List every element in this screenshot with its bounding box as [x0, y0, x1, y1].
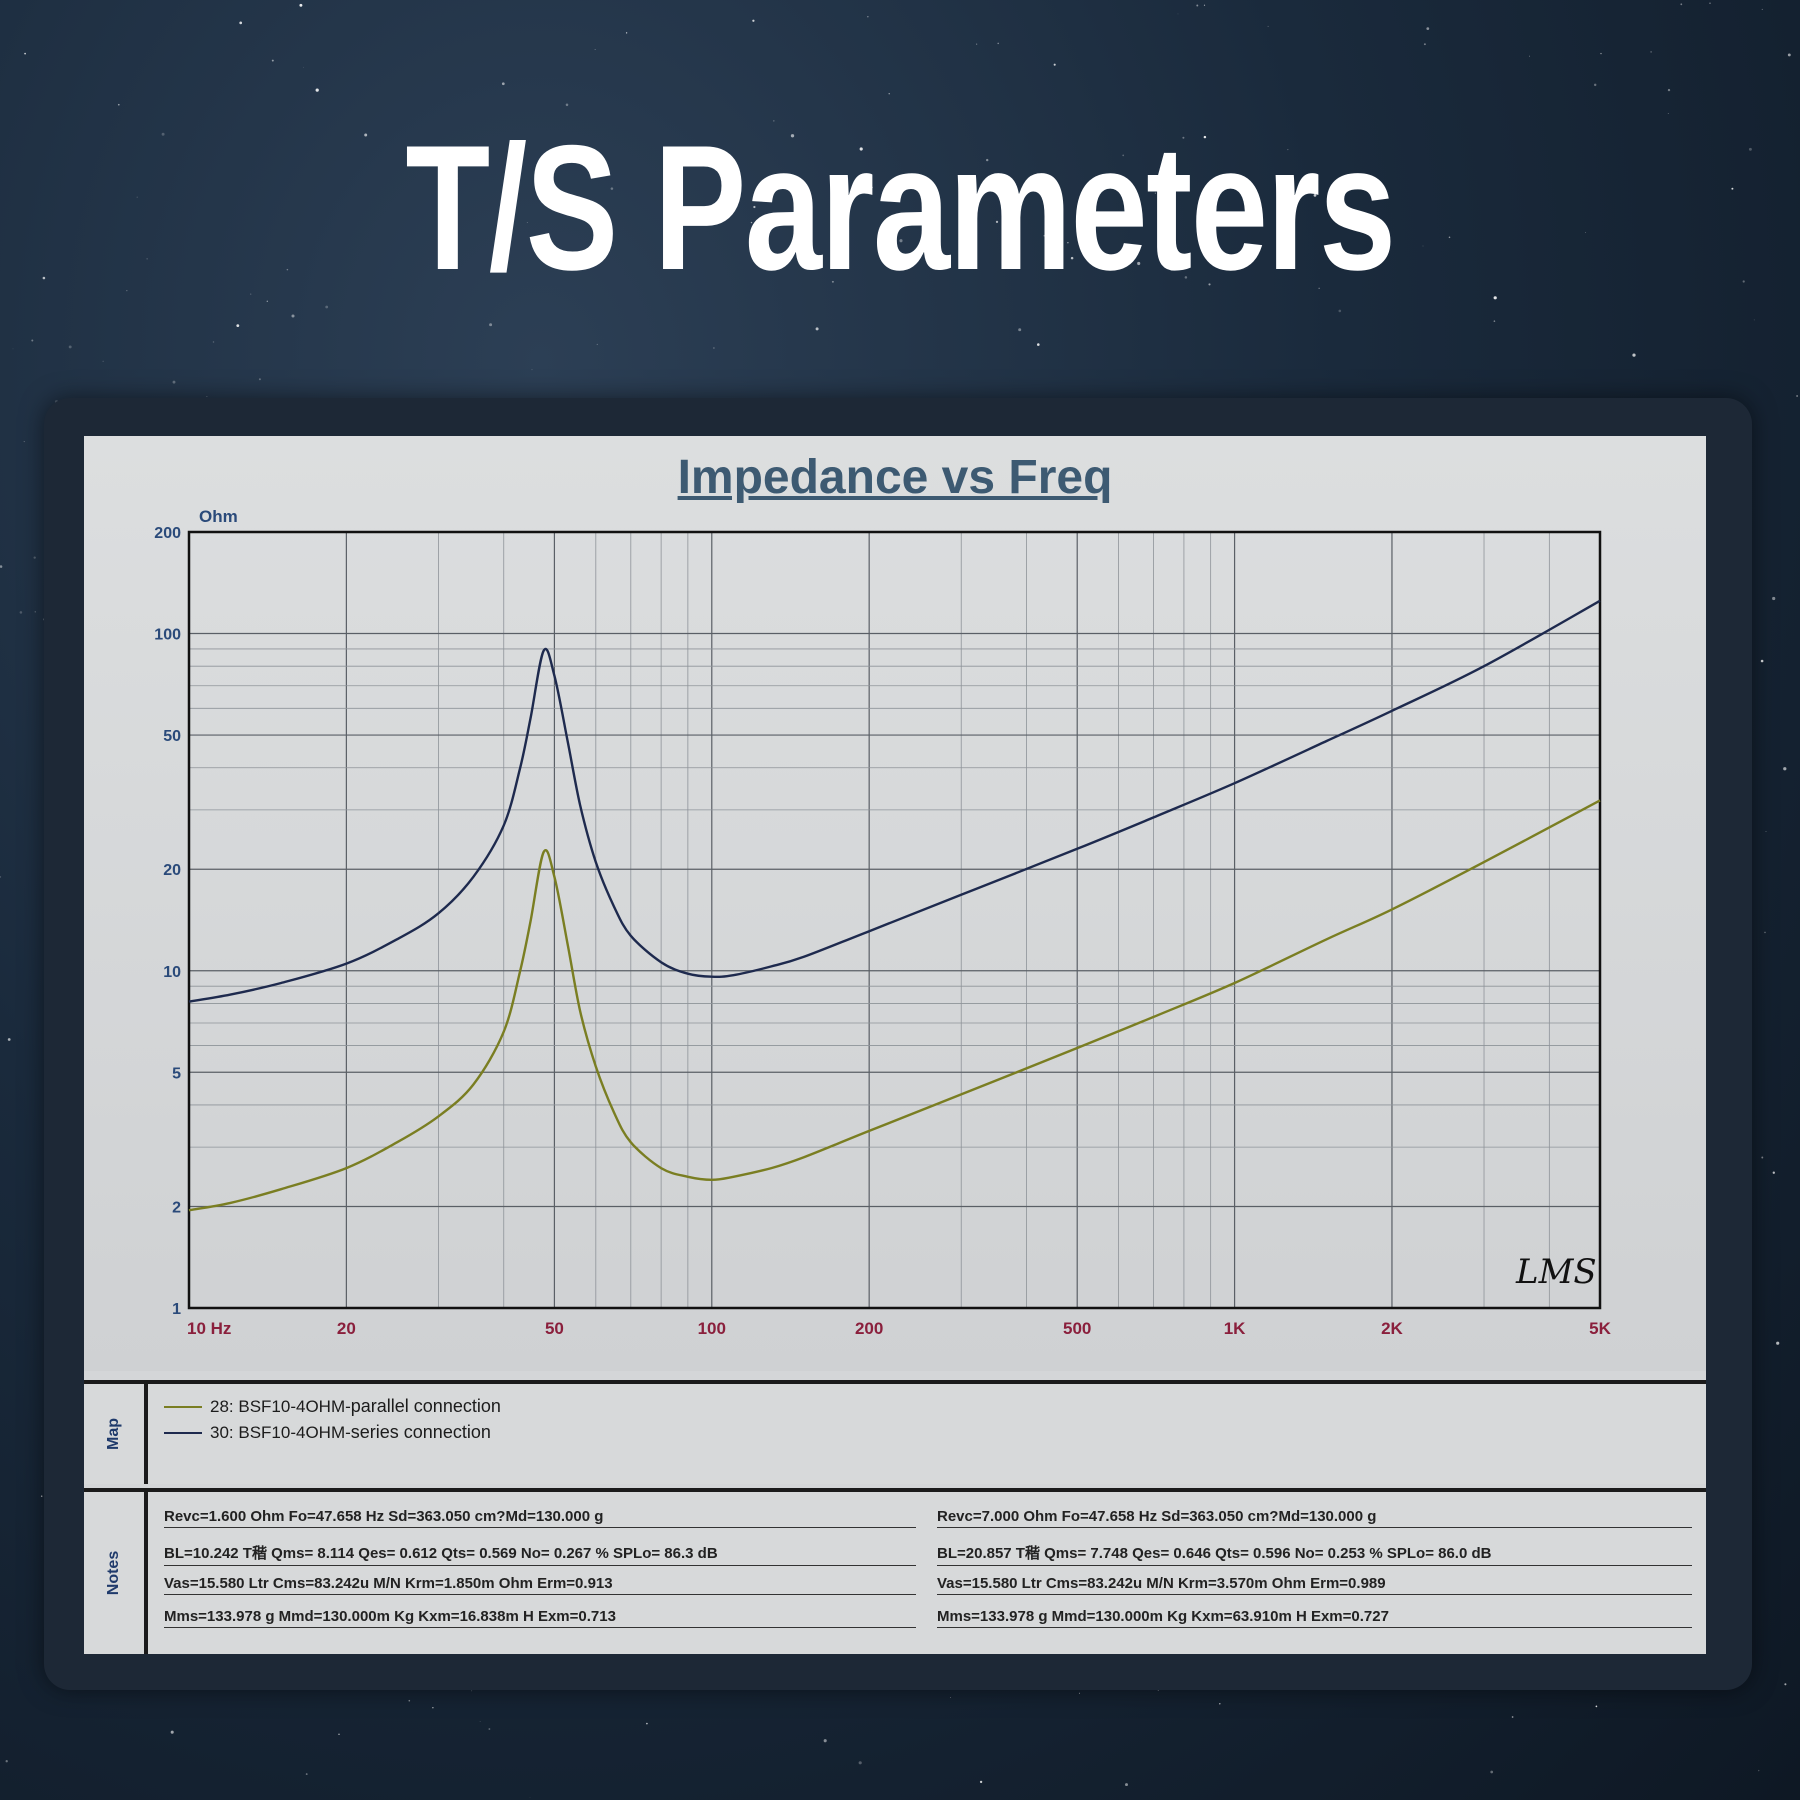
series-line-series: [188, 599, 1601, 1003]
x-tick-label: 50: [545, 1319, 564, 1338]
notes-label: Notes: [105, 1550, 122, 1596]
note-left-3: Vas=15.580 Ltr Cms=83.242u M/N Krm=1.850…: [164, 1575, 916, 1595]
legend-swatch-navy: [164, 1431, 202, 1434]
y-tick-label: 200: [154, 525, 181, 542]
page-headline: T/S Parameters: [405, 108, 1396, 307]
note-right-1: Revc=7.000 Ohm Fo=47.658 Hz Sd=363.050 c…: [937, 1508, 1692, 1528]
notes-side-column: Notes: [84, 1492, 148, 1654]
x-tick-label: 100: [698, 1319, 726, 1338]
x-tick-label: 200: [855, 1319, 883, 1338]
legend-item-parallel: 28: BSF10-4OHM-parallel connection: [164, 1396, 501, 1417]
legend-desc: parallel connection: [350, 1396, 501, 1416]
y-tick-label: 5: [172, 1065, 181, 1082]
y-tick-label: 100: [154, 627, 181, 644]
y-tick-label: 2: [172, 1199, 181, 1216]
note-left-2: BL=10.242 T稭 Qms= 8.114 Qes= 0.612 Qts= …: [164, 1542, 916, 1566]
lms-report-sheet: Impedance vs Freq 200 100 50 20 10 5 2 1 Ohm 10 H…: [84, 436, 1706, 1654]
plot-border: [187, 530, 1602, 1310]
y-tick-label: 1: [172, 1301, 181, 1318]
x-tick-label: 5K: [1589, 1319, 1611, 1338]
legend-desc: series connection: [350, 1422, 491, 1442]
x-tick-label: 500: [1063, 1319, 1091, 1338]
x-tick-label: 10 Hz: [187, 1319, 231, 1338]
y-axis-unit: Ohm: [199, 507, 238, 526]
x-tick-label: 2K: [1381, 1319, 1403, 1338]
y-tick-label: 10: [163, 964, 181, 981]
note-right-2: BL=20.857 T稭 Qms= 7.748 Qes= 0.646 Qts= …: [937, 1542, 1692, 1566]
map-panel: Map 28: BSF10-4OHM-parallel connection 3…: [84, 1380, 1706, 1484]
y-tick-label: 20: [163, 862, 181, 879]
note-right-3: Vas=15.580 Ltr Cms=83.242u M/N Krm=3.570…: [937, 1575, 1692, 1595]
note-right-4: Mms=133.978 g Mmd=130.000m Kg Kxm=63.910…: [937, 1608, 1692, 1628]
note-left-1: Revc=1.600 Ohm Fo=47.658 Hz Sd=363.050 c…: [164, 1508, 916, 1528]
chart-panel: Impedance vs Freq 200 100 50 20 10 5 2 1 Ohm 10 H…: [84, 436, 1706, 1371]
legend-id: 28: BSF10-4OHM-: [210, 1396, 351, 1416]
y-tick-label: 50: [163, 728, 181, 745]
note-left-4: Mms=133.978 g Mmd=130.000m Kg Kxm=16.838…: [164, 1608, 916, 1628]
notes-panel: Notes Revc=1.600 Ohm Fo=47.658 Hz Sd=363…: [84, 1488, 1706, 1654]
x-tick-label: 1K: [1224, 1319, 1246, 1338]
legend-swatch-olive: [164, 1405, 202, 1408]
map-label: Map: [105, 1418, 122, 1450]
x-tick-label: 20: [337, 1319, 356, 1338]
legend-id: 30: BSF10-4OHM-: [210, 1422, 351, 1442]
lms-watermark: LMS: [1516, 1252, 1597, 1292]
series-line-parallel: [188, 799, 1601, 1212]
map-side-column: Map: [84, 1384, 148, 1484]
legend-item-series: 30: BSF10-4OHM-series connection: [164, 1422, 491, 1443]
chart-title: Impedance vs Freq: [677, 451, 1113, 504]
impedance-chart: 200 100 50 20 10 5 2 1 Ohm 10 Hz 20 50 100 200 500 1K 2K…: [154, 507, 1611, 1338]
